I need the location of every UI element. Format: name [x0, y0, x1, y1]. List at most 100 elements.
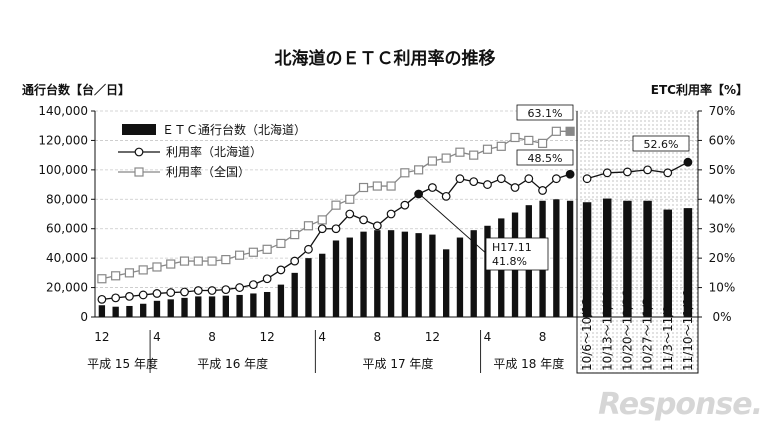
hokkaido-rate-point	[386, 209, 396, 219]
bar-monthly	[167, 299, 174, 317]
national-rate-point	[193, 256, 203, 266]
hokkaido-rate-point	[193, 286, 203, 295]
right-tick-label: 30%	[709, 222, 736, 236]
weekly-period-label: 10/20～10/26	[620, 290, 634, 371]
national-rate-point	[400, 168, 410, 178]
national-rate-point	[331, 200, 341, 210]
hokkaido-rate-point	[331, 224, 341, 234]
national-rate-point	[124, 268, 135, 278]
hokkaido-rate-point	[441, 191, 451, 201]
hokkaido-rate-point	[469, 177, 479, 187]
bar-monthly	[332, 240, 340, 317]
national-rate-point	[345, 194, 355, 204]
weekly-rate-point	[602, 168, 612, 178]
month-tick-label: 4	[318, 330, 326, 344]
national-rate-point	[551, 126, 561, 136]
hokkaido-rate-point	[262, 274, 272, 284]
national-rate-point	[414, 165, 424, 175]
bar-monthly	[429, 234, 436, 317]
hokkaido-rate-point	[524, 174, 534, 184]
rate-lines	[97, 126, 693, 304]
right-tick-label: 0%	[712, 310, 731, 324]
left-tick-label: 140,000	[38, 104, 88, 118]
national-rate-point	[303, 221, 314, 231]
hokkaido-rate-point	[483, 180, 492, 189]
hokkaido-rate-point	[400, 200, 410, 210]
bar-monthly	[415, 233, 422, 317]
national-rate-point	[358, 182, 369, 193]
national-rate-point	[276, 238, 286, 249]
hokkaido-rate-point	[304, 244, 313, 254]
bar-monthly	[443, 249, 450, 317]
left-tick-label: 40,000	[46, 251, 88, 265]
national-rate-point	[152, 262, 162, 272]
hokkaido-rate-point	[152, 289, 162, 298]
weekly-rate-point	[643, 165, 652, 175]
fiscal-year-label: 平成 17 年度	[363, 356, 434, 371]
bar-monthly	[236, 294, 243, 317]
left-axis-label: 通行台数【台／日】	[22, 82, 130, 97]
bar-monthly	[140, 303, 147, 317]
callout-weekly-text: 52.6%	[644, 138, 679, 151]
bar-monthly	[195, 296, 202, 317]
national-rate-point	[441, 153, 451, 163]
national-rate-point	[455, 147, 465, 157]
bar-monthly	[470, 230, 477, 317]
national-rate-point	[207, 256, 217, 266]
hokkaido-rate-point	[276, 265, 286, 275]
bar-monthly	[277, 284, 285, 317]
bar-weekly	[663, 209, 672, 317]
hokkaido-rate-point	[207, 286, 217, 295]
fiscal-year-label: 平成 16 年度	[197, 356, 268, 371]
weekly-period-label: 11/10～11/16	[681, 290, 695, 371]
bar-monthly	[98, 305, 106, 317]
callout-h17-line1: H17.11	[492, 241, 532, 254]
callout-h17-box	[485, 237, 549, 271]
weekly-rate-point	[663, 168, 673, 178]
bar-monthly	[456, 237, 464, 317]
callouts: 63.1% 48.5% 52.6% H17.11 41.8%	[415, 104, 690, 271]
hokkaido-rate-point	[138, 290, 148, 300]
watermark-logo: Response.	[598, 387, 762, 422]
weekly-period-label: 10/13～10/19	[600, 290, 614, 371]
bar-monthly	[250, 293, 257, 317]
hokkaido-rate-point	[248, 280, 258, 290]
national-rate-point	[262, 244, 272, 254]
national-rate-point	[111, 271, 121, 281]
hokkaido-rate-point	[317, 224, 327, 234]
national-rate-point	[427, 156, 437, 166]
bar-monthly	[401, 231, 409, 317]
national-rate-point	[524, 135, 534, 146]
hokkaido-rate-point	[372, 221, 382, 231]
national-rate-point	[235, 250, 245, 260]
legend-bars-label: ＥＴＣ通行台数（北海道）	[162, 122, 306, 137]
national-rate-point	[317, 215, 327, 225]
national-rate-point	[179, 256, 190, 266]
national-rate-point	[496, 141, 506, 151]
hokkaido-rate-point	[221, 285, 231, 295]
bar-monthly	[553, 199, 560, 317]
legend-hokkaido-marker	[134, 147, 144, 157]
weekly-label-background	[576, 316, 699, 374]
bar-monthly	[291, 272, 298, 317]
bar-weekly	[603, 198, 612, 317]
right-axis-label: ETC利用率【%】	[651, 82, 748, 97]
weekly-rate-point	[683, 157, 693, 167]
right-tick-label: 40%	[709, 192, 736, 206]
hokkaido-rate-point	[180, 287, 189, 297]
weekly-rate-point	[623, 167, 632, 177]
month-tick-label: 4	[484, 330, 492, 344]
bar-monthly	[153, 300, 161, 317]
fiscal-year-label: 平成 18 年度	[493, 356, 564, 371]
national-rate-point	[386, 181, 396, 191]
left-tick-label: 100,000	[38, 163, 88, 177]
national-rate-point	[469, 150, 479, 160]
left-tick-label: 0	[80, 310, 88, 324]
bar-monthly	[263, 291, 271, 317]
hokkaido-rate-point	[496, 174, 506, 184]
right-tick-label: 20%	[709, 251, 736, 265]
national-rate-point	[482, 144, 493, 154]
hokkaido-rate-point	[290, 256, 300, 266]
callout-national-text: 63.1%	[528, 107, 563, 120]
